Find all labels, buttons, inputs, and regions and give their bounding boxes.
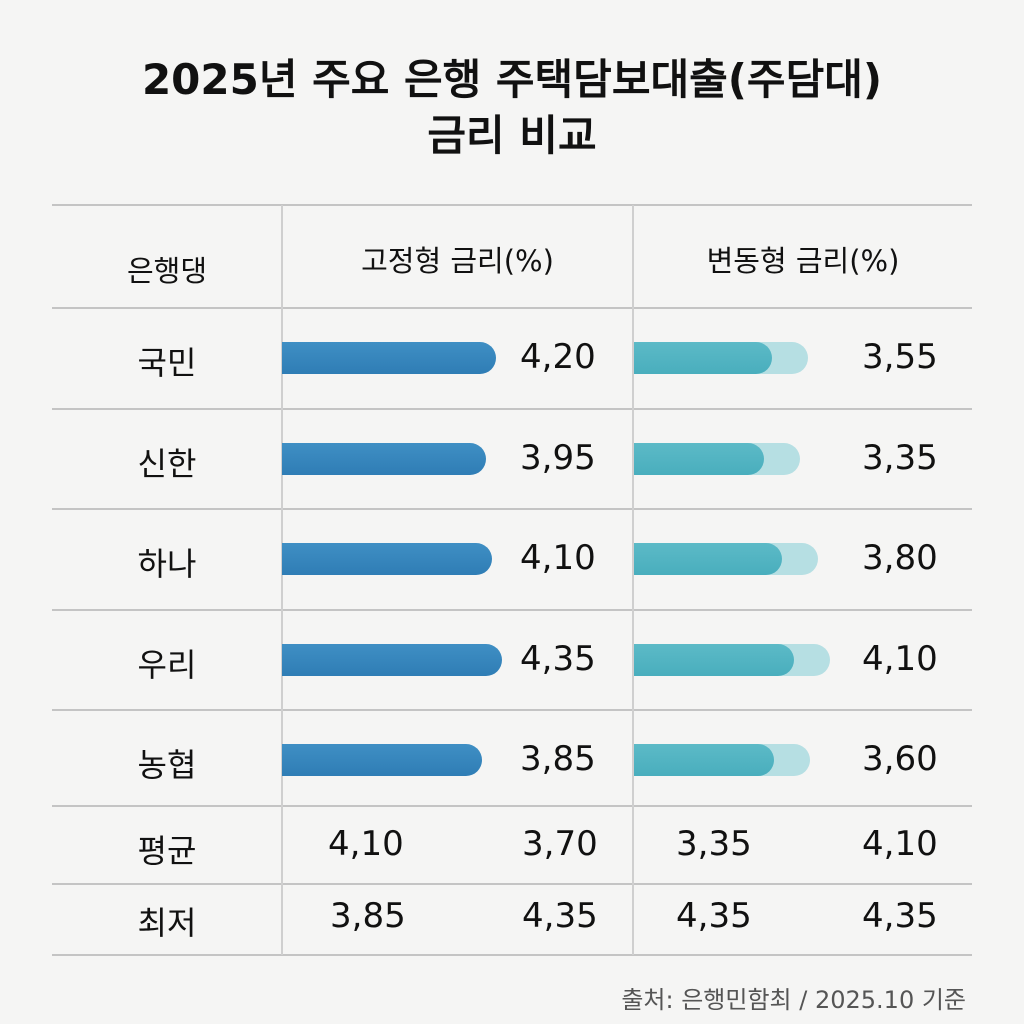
fixed-rate-bar bbox=[282, 443, 486, 475]
fixed-rate-bar bbox=[282, 543, 492, 575]
variable-rate-label: 3,35 bbox=[862, 438, 938, 478]
fixed-rate-bar bbox=[282, 342, 496, 374]
table-rule-bottom bbox=[52, 954, 972, 956]
summary-average-value-2: 3,70 bbox=[522, 824, 598, 864]
variable-rate-bar bbox=[634, 443, 764, 475]
summary-average-value-1: 4,10 bbox=[328, 824, 404, 864]
title-line-1: 2025년 주요 은행 주택담보대출(주담대) bbox=[141, 55, 883, 104]
variable-rate-bar bbox=[634, 644, 794, 676]
summary-minimum-value-3: 4,35 bbox=[676, 896, 752, 936]
source-note: 출처: 은행민함최 / 2025.10 기준 bbox=[621, 986, 966, 1014]
summary-average-value-3: 3,35 bbox=[676, 824, 752, 864]
bank-label: 우리 bbox=[137, 646, 197, 684]
bank-label: 하나 bbox=[137, 545, 197, 583]
header-variable: 변동형 금리(%) bbox=[706, 244, 900, 278]
variable-rate-label: 3,60 bbox=[862, 739, 938, 779]
summary-minimum-value-2: 4,35 bbox=[522, 896, 598, 936]
column-divider-1 bbox=[281, 205, 283, 955]
fixed-rate-label: 3,85 bbox=[520, 739, 596, 779]
title-line-2: 금리 비교 bbox=[427, 111, 597, 160]
fixed-rate-label: 4,35 bbox=[520, 639, 596, 679]
bank-label: 신한 bbox=[137, 445, 197, 483]
table-rule bbox=[52, 709, 972, 711]
chart-title: 2025년 주요 은행 주택담보대출(주담대) 금리 비교 bbox=[0, 52, 1024, 164]
header-fixed: 고정형 금리(%) bbox=[361, 244, 554, 278]
variable-rate-label: 3,55 bbox=[862, 337, 938, 377]
variable-rate-label: 4,10 bbox=[862, 639, 938, 679]
table-rule bbox=[52, 508, 972, 510]
table-rule bbox=[52, 805, 972, 807]
table-rule bbox=[52, 609, 972, 611]
table-rule-header bbox=[52, 307, 972, 309]
variable-rate-bar bbox=[634, 744, 774, 776]
bank-label: 국민 bbox=[137, 344, 197, 382]
bank-label: 농협 bbox=[137, 746, 197, 784]
variable-rate-bar bbox=[634, 543, 782, 575]
table-rule bbox=[52, 883, 972, 885]
fixed-rate-bar bbox=[282, 644, 502, 676]
fixed-rate-label: 4,10 bbox=[520, 538, 596, 578]
table-rule-top bbox=[52, 204, 972, 206]
summary-minimum-value-4: 4,35 bbox=[862, 896, 938, 936]
fixed-rate-bar bbox=[282, 744, 482, 776]
column-divider-2 bbox=[632, 205, 634, 955]
variable-rate-label: 3,80 bbox=[862, 538, 938, 578]
header-bank: 은행댕 bbox=[126, 254, 208, 288]
summary-average-value-4: 4,10 bbox=[862, 824, 938, 864]
summary-label-average: 평균 bbox=[137, 832, 197, 870]
summary-minimum-value-1: 3,85 bbox=[330, 896, 406, 936]
variable-rate-bar bbox=[634, 342, 772, 374]
summary-label-minimum: 최저 bbox=[137, 904, 197, 942]
fixed-rate-label: 3,95 bbox=[520, 438, 596, 478]
fixed-rate-label: 4,20 bbox=[520, 337, 596, 377]
table-rule bbox=[52, 408, 972, 410]
